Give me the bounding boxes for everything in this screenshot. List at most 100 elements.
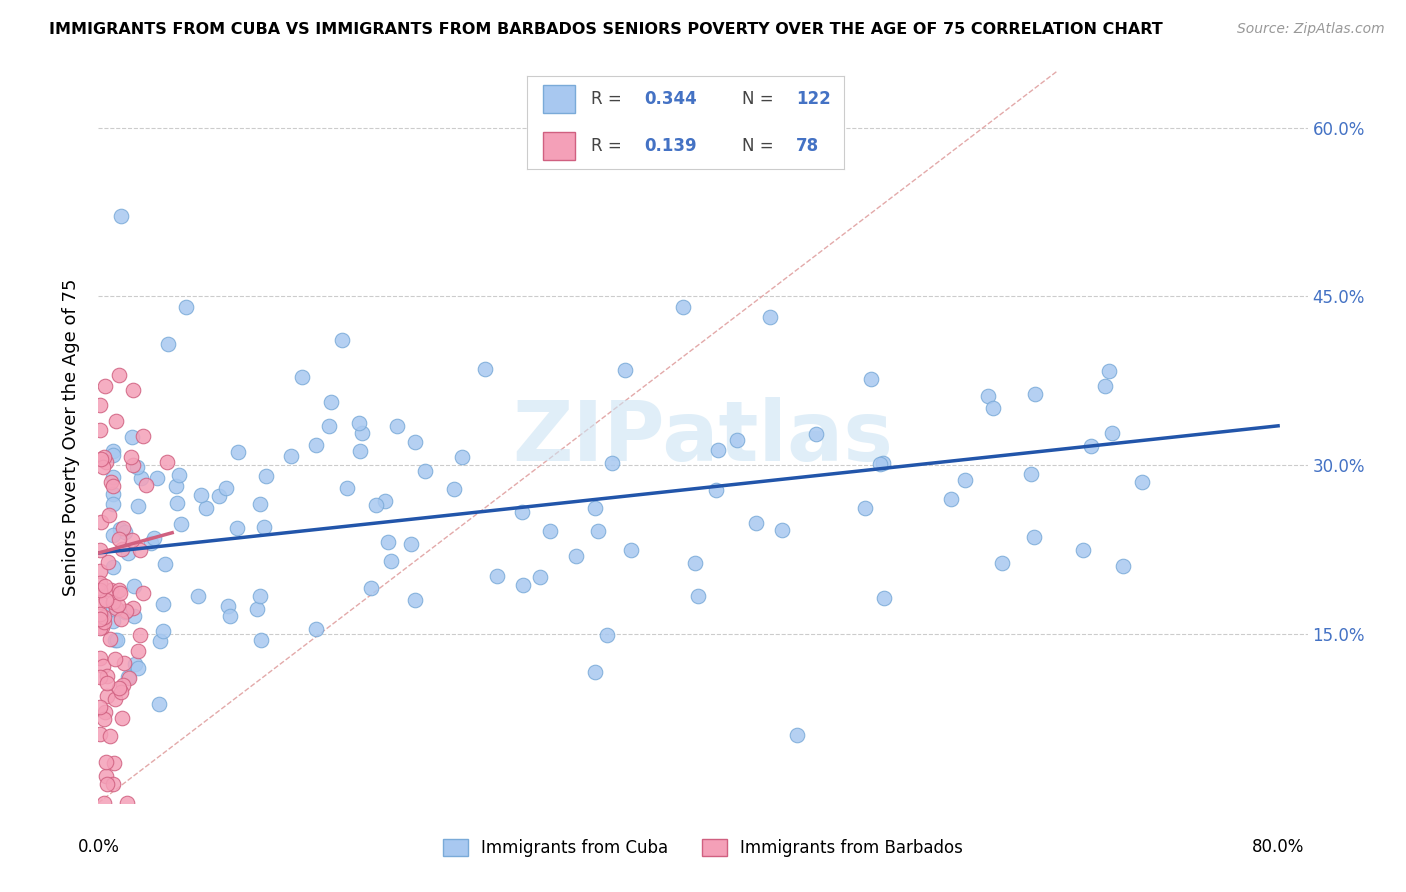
Point (101, 443, 124, 458)
Point (121, 430, 143, 444)
Point (387, 418, 409, 433)
Point (170, 516, 193, 531)
Point (485, 569, 508, 583)
Point (706, 483, 728, 498)
Point (108, 522, 131, 536)
Point (225, 521, 247, 535)
Point (125, 459, 148, 474)
Point (89, 423, 111, 437)
Point (166, 478, 188, 492)
Text: 122: 122 (796, 90, 831, 108)
Point (108, 681, 131, 695)
Point (93, 796, 115, 810)
Point (583, 665, 606, 679)
Text: Source: ZipAtlas.com: Source: ZipAtlas.com (1237, 22, 1385, 37)
Text: R =: R = (591, 137, 627, 155)
Point (683, 557, 706, 571)
Point (101, 487, 124, 501)
Point (131, 429, 153, 443)
Point (117, 796, 139, 810)
Point (869, 458, 891, 472)
Y-axis label: Seniors Poverty Over the Age of 75: Seniors Poverty Over the Age of 75 (62, 278, 80, 596)
Point (195, 500, 218, 515)
Text: R =: R = (591, 90, 627, 108)
Point (770, 523, 793, 537)
Point (110, 711, 132, 725)
Point (208, 489, 231, 503)
Point (124, 657, 146, 672)
Point (254, 468, 277, 483)
Point (152, 598, 174, 612)
Point (93, 705, 115, 719)
Point (94, 756, 117, 770)
Point (89, 699, 111, 714)
Point (602, 456, 624, 470)
Point (153, 557, 176, 571)
Point (91, 659, 114, 673)
Point (758, 310, 780, 324)
Point (117, 669, 139, 683)
Text: N =: N = (742, 90, 779, 108)
Point (377, 535, 399, 549)
Point (108, 582, 131, 597)
Point (93, 450, 115, 465)
Point (404, 435, 426, 450)
Point (89, 582, 111, 597)
Point (89, 564, 111, 578)
Point (122, 458, 145, 472)
Point (304, 438, 326, 452)
Point (321, 394, 343, 409)
Point (97, 508, 120, 522)
Point (89, 670, 111, 684)
Point (352, 426, 374, 441)
Point (118, 671, 141, 685)
Point (156, 454, 179, 468)
Text: N =: N = (742, 137, 779, 155)
Point (135, 478, 157, 492)
Point (305, 622, 328, 636)
Point (215, 481, 238, 495)
Point (349, 416, 371, 430)
Point (725, 433, 748, 447)
Point (166, 496, 188, 510)
Text: 0.139: 0.139 (644, 137, 697, 155)
Point (96, 777, 118, 791)
Point (93, 712, 115, 726)
Point (565, 549, 588, 563)
Text: 80.0%: 80.0% (1251, 838, 1305, 856)
Point (249, 589, 271, 603)
Point (101, 479, 124, 493)
Point (228, 445, 250, 459)
Point (129, 543, 152, 558)
Point (1111, 559, 1133, 574)
Point (101, 470, 124, 484)
Point (110, 684, 132, 698)
Point (583, 500, 606, 515)
Point (860, 372, 883, 386)
Text: 0.0%: 0.0% (77, 838, 120, 856)
Point (249, 496, 271, 510)
Point (127, 661, 149, 675)
Point (104, 692, 127, 706)
Point (246, 602, 269, 616)
Point (101, 602, 124, 616)
Point (96, 676, 118, 690)
Point (250, 632, 273, 647)
Point (336, 481, 359, 495)
Point (786, 728, 808, 742)
Point (98, 632, 121, 646)
Text: IMMIGRANTS FROM CUBA VS IMMIGRANTS FROM BARBADOS SENIORS POVERTY OVER THE AGE OF: IMMIGRANTS FROM CUBA VS IMMIGRANTS FROM … (49, 22, 1163, 37)
Point (146, 471, 169, 485)
Point (89, 398, 111, 412)
Point (127, 644, 149, 658)
Point (101, 777, 124, 791)
Point (219, 609, 242, 624)
Point (157, 336, 180, 351)
Point (105, 414, 128, 428)
Point (990, 556, 1012, 570)
Point (94, 579, 117, 593)
Point (707, 443, 730, 458)
Point (117, 546, 139, 560)
Point (101, 448, 124, 462)
Point (89, 622, 111, 636)
